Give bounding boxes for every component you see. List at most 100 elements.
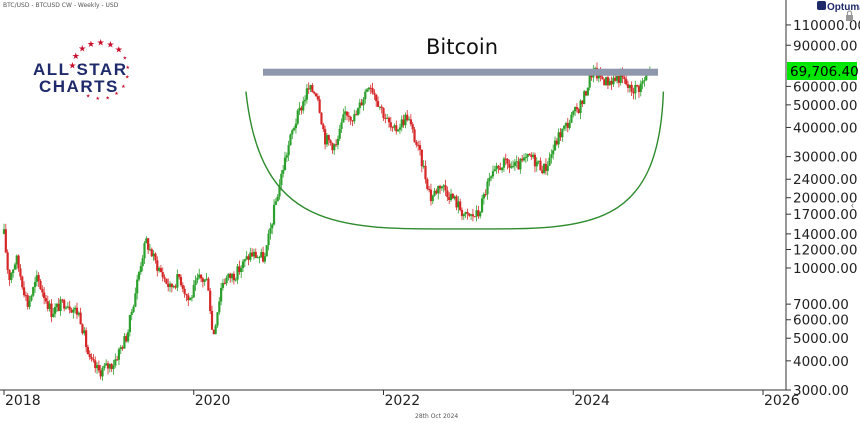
candle-body	[152, 253, 155, 257]
candle-body	[546, 165, 549, 171]
candle-body	[521, 158, 524, 161]
last-price-box	[787, 62, 857, 80]
candle-body	[451, 193, 454, 199]
candle-body	[619, 71, 622, 83]
candle-body	[44, 298, 48, 302]
candle-body	[291, 130, 294, 135]
candle-body	[541, 170, 544, 174]
candle-body	[261, 252, 265, 262]
candle-body	[260, 252, 263, 257]
candle-body	[59, 299, 62, 312]
candle-body	[17, 255, 20, 269]
candle-body	[568, 122, 571, 128]
candle-body	[88, 354, 91, 358]
candle-body	[157, 268, 161, 271]
logo-star-icon: ★	[86, 94, 91, 100]
candle-body	[552, 150, 555, 155]
candle-body	[395, 125, 398, 132]
candle-body	[594, 67, 597, 69]
candle-body	[199, 274, 203, 279]
candle-body	[479, 212, 482, 217]
candle-body	[134, 293, 137, 307]
date-footer: 28th Oct 2024	[415, 413, 458, 420]
collapse-arrow-icon[interactable]: ‹	[851, 200, 854, 210]
y-tick-label: 3000.00	[793, 383, 849, 399]
candle-body	[411, 124, 414, 130]
logo-line2: CHARTS	[39, 77, 119, 96]
candle-body	[201, 278, 204, 282]
candle-body	[522, 157, 526, 161]
candle-body	[614, 77, 617, 81]
candle-body	[570, 114, 573, 123]
candle-body	[533, 154, 537, 167]
candle-body	[355, 114, 358, 116]
candle-body	[475, 210, 478, 217]
candle-body	[603, 79, 606, 86]
last-price-marker: 69,706.40	[787, 62, 859, 80]
y-tick-label: 40000.00	[793, 120, 857, 136]
logo-star-arc-icon: ★★★ ★ ★ ★★★★★★★★★★	[68, 37, 130, 102]
y-tick-label: 60000.00	[793, 79, 857, 95]
y-tick-label: 20000.00	[793, 191, 857, 207]
overlay-layer	[245, 68, 665, 230]
candle-body	[380, 106, 383, 109]
candle-body	[499, 167, 502, 171]
candle-body	[136, 279, 139, 294]
candle-body	[15, 255, 18, 265]
candle-body	[55, 303, 59, 308]
candle-body	[123, 336, 126, 349]
candle-body	[471, 214, 475, 217]
candle-body	[159, 268, 163, 272]
candle-body	[85, 330, 88, 348]
candle-body	[553, 140, 557, 151]
candle-body	[196, 277, 199, 281]
candle-body	[364, 91, 367, 100]
candle-body	[106, 363, 110, 369]
candle-body	[117, 349, 121, 360]
candle-body	[287, 145, 290, 156]
candle-body	[639, 83, 642, 93]
candle-body	[311, 85, 314, 93]
candle-body	[353, 114, 356, 122]
candle-body	[457, 201, 460, 208]
candle-body	[420, 149, 423, 167]
logo-star-icon: ★	[68, 61, 76, 71]
candle-body	[544, 163, 547, 171]
candle-body	[194, 280, 197, 286]
candle-body	[426, 179, 429, 189]
candle-body	[205, 278, 208, 280]
candle-body	[428, 188, 431, 190]
candle-body	[57, 303, 60, 312]
candle-body	[108, 363, 111, 369]
candle-body	[555, 140, 558, 145]
candle-body	[143, 243, 146, 259]
y-tick-label: 90000.00	[793, 38, 857, 54]
candle-body	[316, 96, 319, 100]
candle-body	[282, 170, 285, 174]
candle-body	[167, 283, 170, 287]
candle-body	[488, 177, 491, 182]
y-tick-label: 14000.00	[793, 227, 857, 243]
time-axis[interactable]: 2018 2020 2022 2024 2026	[3, 390, 800, 409]
candle-body	[313, 92, 316, 94]
candle-body	[125, 336, 128, 342]
allstarcharts-logo: ★★★ ★ ★ ★★★★★★★★★★ ALL STAR CHARTS	[33, 37, 131, 102]
candle-body	[68, 306, 71, 310]
price-axis[interactable]: 110000.00 90000.00 60000.00 50000.00 40000.0…	[786, 18, 860, 399]
candle-body	[325, 135, 329, 145]
candle-body	[305, 88, 308, 100]
candle-body	[254, 251, 257, 258]
y-tick-label: 7000.00	[793, 297, 849, 313]
candle-body	[48, 303, 51, 309]
symbol-header: BTC/USD - BTCUSD CW - Weekly - USD	[3, 2, 119, 9]
candle-body	[637, 86, 641, 93]
candle-body	[459, 201, 462, 211]
candle-body	[581, 100, 584, 105]
logo-star-icon: ★	[115, 45, 123, 55]
candle-body	[575, 107, 579, 110]
candle-body	[528, 153, 531, 156]
candle-body	[369, 87, 372, 89]
lock-icon[interactable]	[846, 15, 853, 21]
candle-body	[220, 287, 223, 302]
last-price-label: 69,706.40	[790, 64, 859, 80]
